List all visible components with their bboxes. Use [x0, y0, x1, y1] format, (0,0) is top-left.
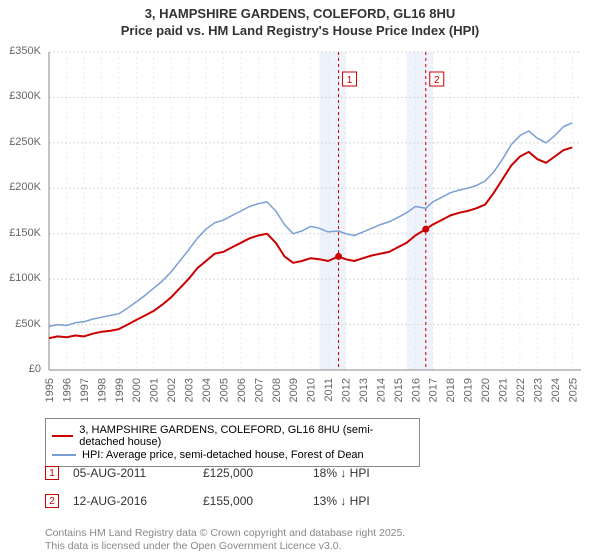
sale-price-1: £125,000	[203, 466, 313, 480]
svg-text:2006: 2006	[236, 378, 248, 402]
svg-text:2019: 2019	[463, 378, 475, 402]
svg-text:2002: 2002	[166, 378, 178, 402]
legend-row-property: 3, HAMPSHIRE GARDENS, COLEFORD, GL16 8HU…	[52, 424, 413, 448]
svg-text:1995: 1995	[45, 378, 56, 402]
svg-text:1998: 1998	[96, 378, 108, 402]
svg-text:2021: 2021	[498, 378, 510, 402]
y-axis-label: £100K	[1, 272, 41, 284]
svg-text:2018: 2018	[445, 378, 457, 402]
svg-text:2011: 2011	[323, 378, 335, 402]
svg-text:2010: 2010	[306, 378, 318, 402]
svg-text:2000: 2000	[131, 378, 143, 402]
chart-area: 1 2 1995 1996 1997 1998 1999 2000 2001 2002 2003 20…	[45, 48, 585, 408]
sale-diff-2: 13% ↓ HPI	[313, 494, 443, 508]
svg-text:2022: 2022	[515, 378, 527, 402]
svg-text:2003: 2003	[184, 378, 196, 402]
legend-box: 3, HAMPSHIRE GARDENS, COLEFORD, GL16 8HU…	[45, 418, 420, 467]
title-line-1: 3, HAMPSHIRE GARDENS, COLEFORD, GL16 8HU	[0, 6, 600, 23]
attribution-line-2: This data is licensed under the Open Gov…	[45, 540, 405, 554]
svg-text:2017: 2017	[428, 378, 440, 402]
svg-text:2007: 2007	[253, 378, 265, 402]
y-axis-label: £150K	[1, 227, 41, 239]
attribution: Contains HM Land Registry data © Crown c…	[45, 527, 405, 554]
y-axis-label: £50K	[1, 318, 41, 330]
chart-title: 3, HAMPSHIRE GARDENS, COLEFORD, GL16 8HU…	[0, 0, 600, 40]
svg-text:2005: 2005	[218, 378, 230, 402]
sale-row-1: 1 05-AUG-2011 £125,000 18% ↓ HPI	[45, 466, 565, 480]
legend-label-hpi: HPI: Average price, semi-detached house,…	[82, 449, 364, 461]
svg-text:2009: 2009	[288, 378, 300, 402]
legend-row-hpi: HPI: Average price, semi-detached house,…	[52, 449, 413, 461]
svg-text:2012: 2012	[341, 378, 353, 402]
sale-marker-1: 1	[45, 466, 59, 480]
svg-text:2016: 2016	[410, 378, 422, 402]
svg-text:2001: 2001	[149, 378, 161, 402]
chart-svg: 1 2 1995 1996 1997 1998 1999 2000 2001 2002 2003 20…	[45, 48, 585, 408]
svg-text:2024: 2024	[550, 378, 562, 402]
svg-text:1: 1	[347, 75, 353, 86]
sale-date-2: 12-AUG-2016	[73, 494, 203, 508]
svg-text:2: 2	[434, 75, 440, 86]
sale-diff-1: 18% ↓ HPI	[313, 466, 443, 480]
y-axis-label: £350K	[1, 45, 41, 57]
sale-date-1: 05-AUG-2011	[73, 466, 203, 480]
title-line-2: Price paid vs. HM Land Registry's House …	[0, 23, 600, 40]
svg-text:2008: 2008	[271, 378, 283, 402]
svg-text:1996: 1996	[61, 378, 73, 402]
y-axis-label: £250K	[1, 136, 41, 148]
svg-text:2025: 2025	[567, 378, 579, 402]
svg-text:2015: 2015	[393, 378, 405, 402]
y-axis-label: £0	[1, 363, 41, 375]
legend-swatch-hpi	[52, 454, 76, 456]
y-axis-label: £200K	[1, 181, 41, 193]
svg-text:1997: 1997	[79, 378, 91, 402]
svg-text:2004: 2004	[201, 378, 213, 402]
svg-text:2014: 2014	[375, 378, 387, 402]
sale-price-2: £155,000	[203, 494, 313, 508]
legend-swatch-property	[52, 435, 73, 437]
svg-text:2023: 2023	[532, 378, 544, 402]
legend-label-property: 3, HAMPSHIRE GARDENS, COLEFORD, GL16 8HU…	[79, 424, 413, 448]
svg-text:2013: 2013	[358, 378, 370, 402]
svg-text:2020: 2020	[480, 378, 492, 402]
sale-row-2: 2 12-AUG-2016 £155,000 13% ↓ HPI	[45, 494, 565, 508]
sale-marker-2: 2	[45, 494, 59, 508]
attribution-line-1: Contains HM Land Registry data © Crown c…	[45, 527, 405, 541]
y-axis-label: £300K	[1, 90, 41, 102]
svg-text:1999: 1999	[114, 378, 126, 402]
